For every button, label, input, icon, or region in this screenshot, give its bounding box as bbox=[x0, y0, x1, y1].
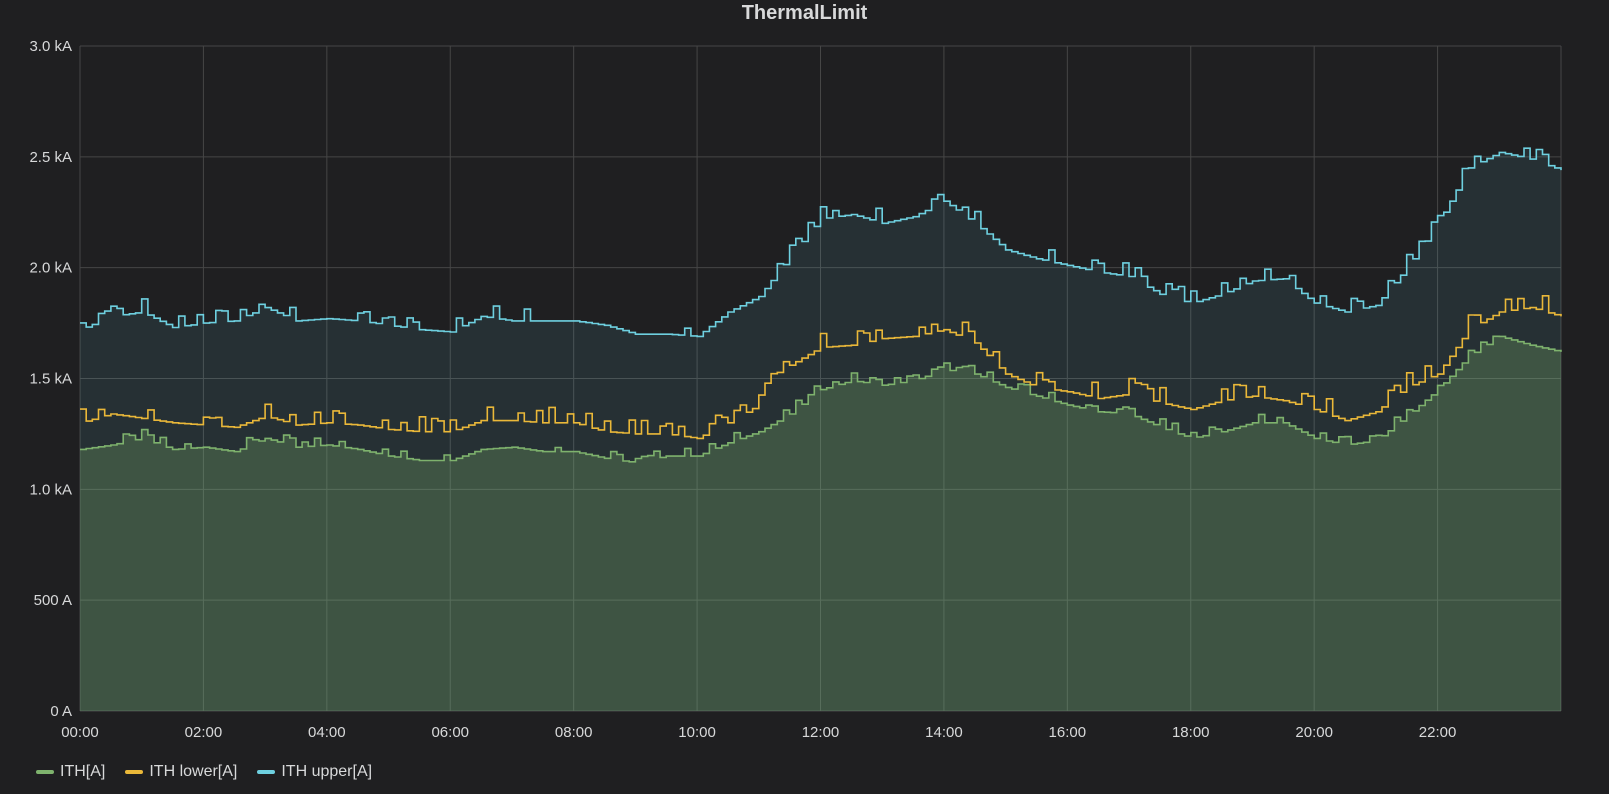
x-tick-label: 22:00 bbox=[1419, 724, 1457, 741]
legend-item[interactable]: ITH[A] bbox=[36, 763, 105, 781]
legend-swatch bbox=[257, 770, 276, 774]
x-tick-label: 16:00 bbox=[1049, 724, 1087, 741]
legend: ITH[A] ITH lower[A] ITH upper[A] bbox=[36, 760, 372, 784]
legend-item[interactable]: ITH upper[A] bbox=[257, 763, 372, 781]
y-tick-label: 2.0 kA bbox=[29, 260, 72, 277]
legend-item[interactable]: ITH lower[A] bbox=[125, 763, 237, 781]
legend-swatch bbox=[36, 770, 54, 774]
legend-label[interactable]: ITH upper[A] bbox=[281, 763, 373, 780]
y-tick-label: 2.5 kA bbox=[29, 149, 72, 166]
legend-label[interactable]: ITH lower[A] bbox=[149, 763, 238, 780]
y-tick-label: 1.0 kA bbox=[29, 481, 72, 498]
x-tick-label: 20:00 bbox=[1295, 724, 1333, 741]
x-tick-label: 10:00 bbox=[678, 724, 716, 741]
x-tick-label: 02:00 bbox=[185, 724, 223, 741]
series-line-0[interactable] bbox=[80, 335, 1562, 463]
x-tick-label: 12:00 bbox=[802, 724, 840, 741]
y-tick-label: 500 A bbox=[34, 592, 72, 609]
x-tick-label: 00:00 bbox=[61, 724, 99, 741]
series-area-2 bbox=[80, 148, 1561, 711]
legend-swatch bbox=[125, 770, 144, 774]
x-tick-label: 08:00 bbox=[555, 724, 593, 741]
series-line-2[interactable] bbox=[80, 147, 1562, 338]
panel-title[interactable]: ThermalLimit bbox=[741, 2, 868, 24]
y-tick-label: 1.5 kA bbox=[29, 371, 72, 388]
x-tick-label: 04:00 bbox=[308, 724, 346, 741]
series-area-0 bbox=[80, 336, 1561, 711]
legend-label[interactable]: ITH[A] bbox=[60, 763, 106, 780]
x-tick-label: 06:00 bbox=[431, 724, 469, 741]
x-tick-label: 18:00 bbox=[1172, 724, 1210, 741]
series-line-1[interactable] bbox=[80, 295, 1562, 440]
y-tick-label: 0 A bbox=[50, 703, 72, 720]
y-tick-label: 3.0 kA bbox=[29, 38, 72, 55]
x-tick-label: 14:00 bbox=[925, 724, 963, 741]
